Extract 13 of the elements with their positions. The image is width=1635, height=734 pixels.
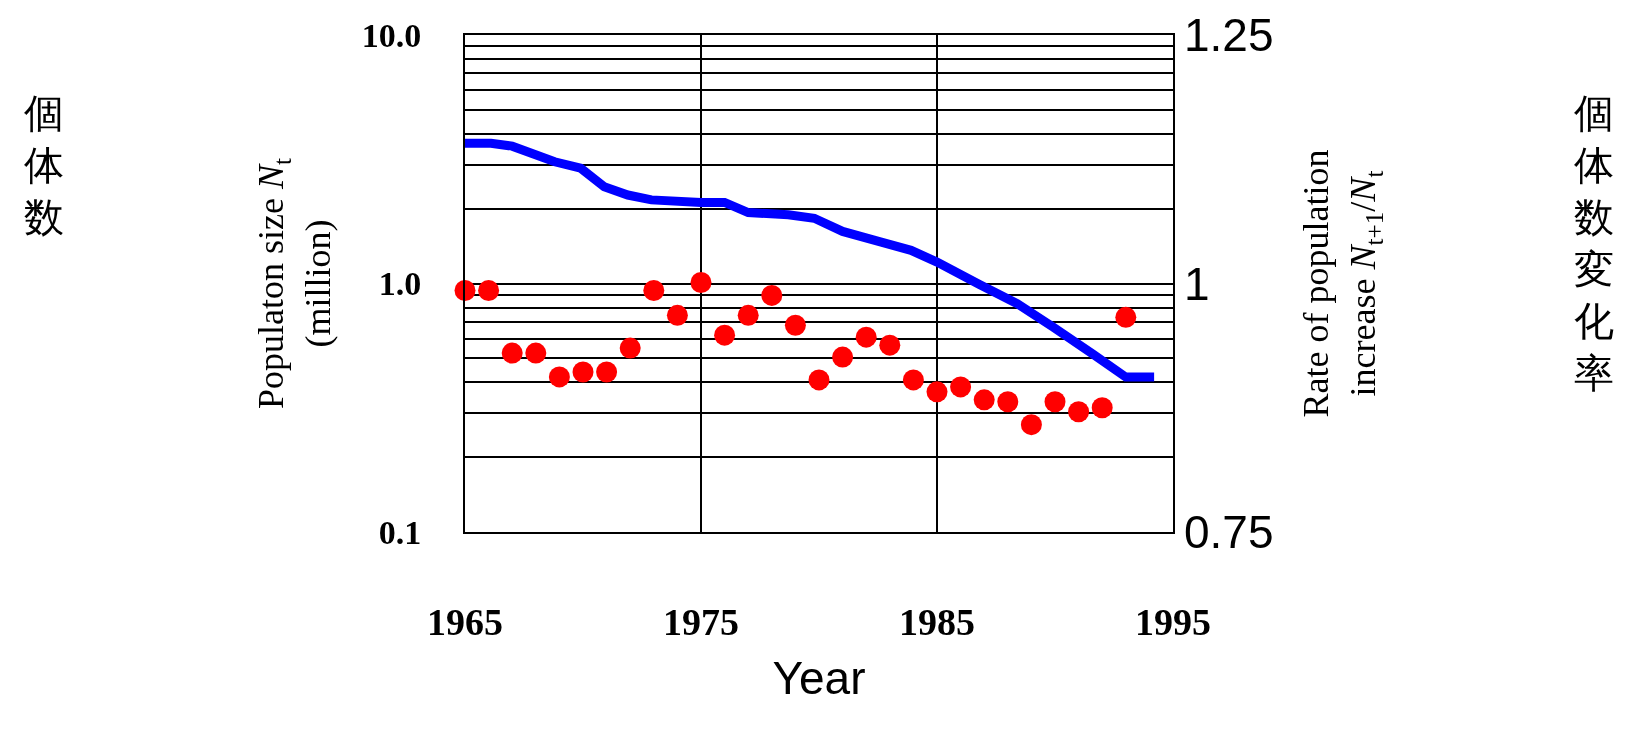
x-axis-title: Year [772,651,866,704]
x-tick-label: 1985 [899,600,975,643]
text: 個体数変化率 [1574,90,1614,396]
x-tick-label: 1975 [663,600,739,643]
text: 個体数 [24,90,64,240]
y2-tick-label: 1 [1184,257,1210,310]
y-tick-label: 10.0 [361,16,422,54]
x-tick-label: 1995 [1135,600,1211,643]
y-tick-label: 1.0 [378,265,422,303]
y-tick-label: 0.1 [378,513,422,551]
x-tick-label: 1965 [427,600,503,643]
y2-tick-label: 1.25 [1184,9,1274,62]
y2-tick-label: 0.75 [1184,506,1274,559]
